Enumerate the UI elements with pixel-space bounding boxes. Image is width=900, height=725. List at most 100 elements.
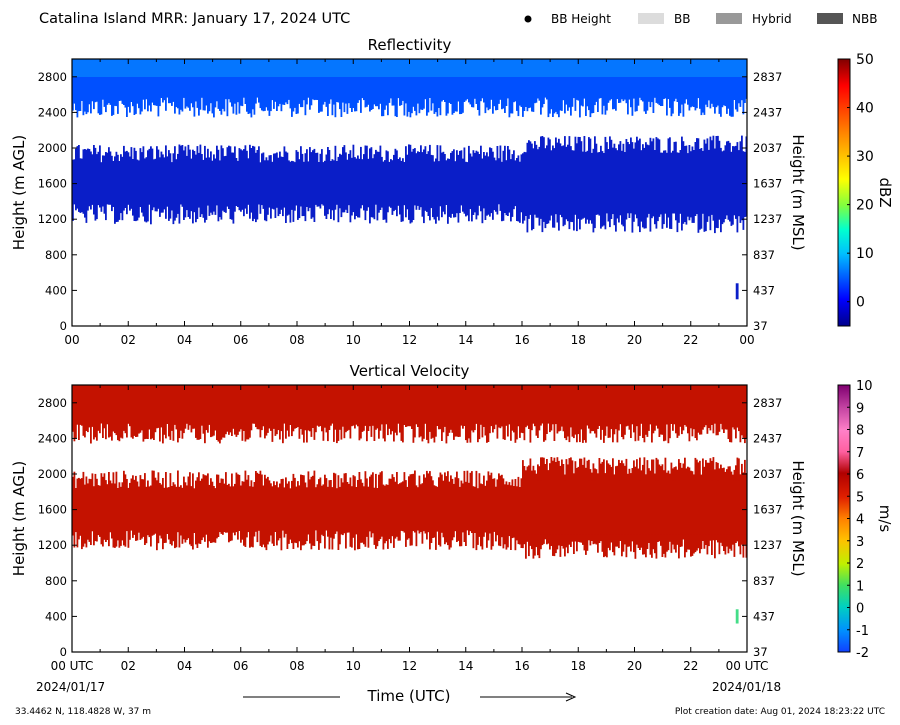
layer-bottom-edge [234,199,236,212]
layer-top-edge [75,148,77,168]
layer-bottom-edge [144,92,146,110]
layer-top-edge [573,473,575,481]
layer-top-edge [718,468,721,481]
layer-bottom-edge [345,418,347,433]
layer-bottom-edge [273,92,275,109]
layer-top-edge [267,476,269,494]
layer-bottom-edge [354,92,356,112]
layer-bottom-edge [441,418,443,441]
layer-bottom-edge [400,199,403,222]
layer-bottom-edge [159,92,161,107]
layer-bottom-edge [678,92,680,116]
layer-bottom-edge [310,92,313,106]
layer-bottom-edge [102,92,104,100]
layer-top-edge [616,150,619,159]
layer-top-edge [492,151,494,168]
y-right-tick-label: 1237 [753,212,782,226]
layer-bottom-edge [330,199,332,219]
layer-bottom-edge [249,92,251,114]
layer-bottom-edge [162,525,164,550]
layer-top-edge [511,479,514,494]
layer-bottom-edge [690,418,692,429]
layer-top-edge [384,160,386,168]
layer-bottom-edge [466,199,469,216]
layer-top-edge [450,152,452,168]
layer-bottom-edge [82,525,85,547]
layer-bottom-edge [261,525,263,548]
layer-bottom-edge [157,199,160,209]
layer-top-edge [586,460,589,481]
layer-bottom-edge [124,418,127,434]
layer-bottom-edge [363,199,365,211]
layer-top-edge [585,151,587,159]
x-tick-label: 00 UTC [726,659,769,673]
layer-bottom-edge [373,525,376,545]
layer-bottom-edge [505,525,508,550]
layer-top-edge [463,147,466,168]
layer-bottom-edge [550,534,553,546]
layer-top-edge [384,485,386,494]
layer-top-edge [540,136,542,159]
layer-top-edge [693,474,695,481]
layer-bottom-edge [283,199,286,208]
layer-bottom-edge [624,534,626,545]
layer-bottom-edge [250,92,253,118]
layer-bottom-edge [141,418,143,431]
layer-bottom-edge [651,534,653,558]
layer-top-edge [513,486,515,494]
layer-bottom-edge [604,534,607,557]
layer-bottom-edge [427,92,430,113]
layer-bottom-edge [180,92,182,110]
layer-top-edge [129,156,131,168]
layer-bottom-edge [313,418,316,440]
layer-bottom-edge [592,418,595,432]
layer-top-edge [250,148,253,168]
layer-bottom-edge [672,418,674,431]
layer-top-edge [408,476,410,494]
layer-bottom-edge [81,418,83,426]
layer-bottom-edge [541,418,544,424]
layer-bottom-edge [265,418,268,436]
layer-bottom-edge [459,92,461,115]
x-tick-label: 04 [177,333,192,347]
layer-bottom-edge [349,92,352,108]
layer-bottom-edge [354,199,356,220]
layer-bottom-edge [679,534,682,547]
layer-top-edge [214,158,217,168]
layer-bottom-edge [298,525,301,542]
layer-bottom-edge [441,92,443,102]
layer-bottom-edge [378,92,380,110]
layer-bottom-edge [402,199,404,222]
layer-bottom-edge [78,525,80,540]
layer-top-edge [645,142,647,159]
layer-top-edge [690,151,692,159]
layer-bottom-edge [694,92,697,111]
layer-bottom-edge [358,525,361,549]
layer-bottom-edge [331,525,334,550]
layer-bottom-edge [516,92,518,111]
layer-top-edge [91,154,94,168]
layer-bottom-edge [547,208,550,224]
layer-bottom-edge [654,208,656,225]
layer-top-edge [685,468,688,481]
layer-top-edge [426,154,428,168]
layer-bottom-edge [742,534,745,558]
layer-bottom-edge [226,92,229,117]
layer-bottom-edge [348,418,350,430]
layer-bottom-edge [285,199,287,223]
layer-bottom-edge [313,525,316,546]
layer-bottom-edge [535,418,538,436]
layer-top-edge [372,472,374,494]
layer-bottom-edge [459,199,461,213]
layer-bottom-edge [145,525,148,544]
layer-top-edge [529,141,532,159]
layer-top-edge [318,479,320,494]
layer-top-edge [480,145,482,168]
layer-bottom-edge [591,208,593,224]
layer-top-edge [561,146,563,159]
layer-bottom-edge [609,208,611,228]
layer-bottom-edge [75,199,77,211]
x-tick-label: 20 [627,333,642,347]
layer-bottom-edge [514,92,517,102]
